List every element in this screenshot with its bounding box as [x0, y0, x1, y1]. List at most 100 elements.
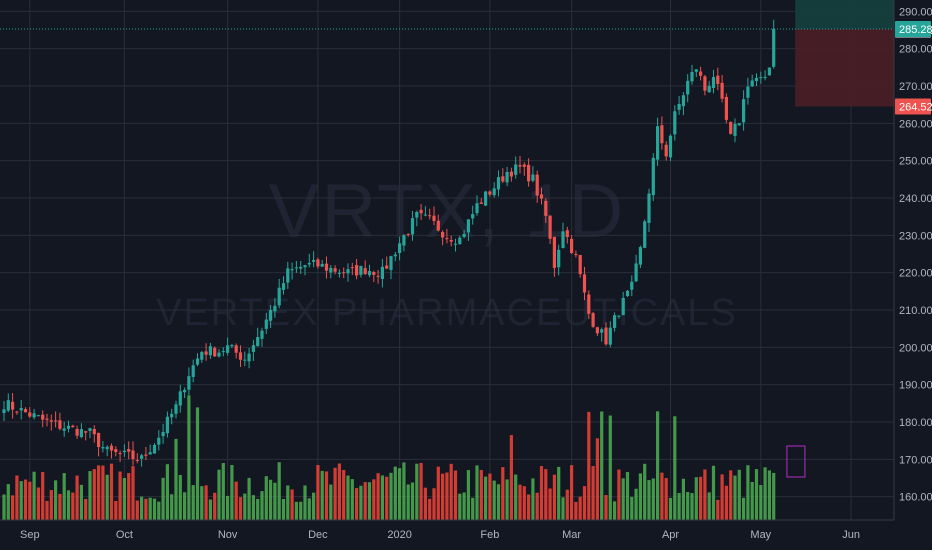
stop-price-badge: 264.52	[895, 98, 932, 115]
x-tick-label: Mar	[562, 529, 581, 541]
x-tick-label: Dec	[308, 529, 328, 541]
svg-text:264.52: 264.52	[899, 101, 932, 113]
volume-bar	[71, 492, 75, 520]
volume-bar	[406, 484, 410, 520]
candle-body	[746, 86, 750, 98]
volume-bar	[591, 466, 595, 520]
candle-body	[565, 230, 569, 238]
volume-bar	[548, 488, 552, 520]
volume-bar	[329, 484, 333, 520]
volume-bar	[140, 496, 144, 520]
candle-body	[501, 176, 505, 182]
volume-bar	[415, 463, 419, 520]
volume-bar	[514, 474, 518, 520]
candle-body	[286, 268, 290, 283]
volume-bar	[501, 467, 505, 520]
volume-bar	[234, 481, 238, 520]
y-tick-label: 260.00	[899, 118, 932, 130]
volume-bar	[144, 498, 148, 520]
x-tick-label: Jun	[842, 529, 860, 541]
candle-body	[320, 263, 324, 267]
candle-body	[161, 431, 165, 437]
candle-body	[281, 283, 286, 290]
candle-body	[178, 391, 182, 406]
candle-body	[277, 287, 281, 306]
volume-bar	[625, 471, 630, 520]
candle-body	[754, 77, 759, 82]
volume-bar	[621, 478, 625, 520]
volume-bar	[703, 469, 707, 520]
candle-body	[595, 327, 599, 334]
candle-body	[445, 238, 449, 240]
volume-bar	[161, 477, 165, 520]
candle-body	[398, 243, 402, 254]
volume-bar	[462, 492, 466, 520]
candle-body	[372, 272, 376, 275]
volume-bar	[398, 468, 402, 520]
y-tick-label: 200.00	[899, 342, 932, 354]
volume-bar	[595, 438, 599, 520]
candle-body	[419, 209, 423, 214]
candle-body	[484, 191, 488, 206]
volume-bar	[97, 465, 101, 520]
volume-bar	[724, 485, 728, 520]
volume-bar	[711, 465, 716, 520]
volume-bar	[109, 463, 114, 520]
target-zone[interactable]	[795, 0, 894, 29]
candle-body	[668, 135, 673, 158]
candle-body	[329, 267, 333, 273]
time-axis[interactable]	[0, 520, 894, 550]
volume-bar	[638, 473, 642, 520]
volume-bar	[385, 476, 389, 520]
candle-body	[264, 319, 268, 329]
volume-bar	[213, 492, 217, 520]
volume-bar	[350, 479, 354, 520]
volume-bar	[260, 491, 264, 520]
volume-bar	[759, 485, 763, 520]
volume-bar	[445, 472, 449, 520]
candle-body	[527, 164, 531, 182]
volume-bar	[471, 497, 475, 520]
volume-bar	[165, 464, 169, 520]
candle-body	[742, 99, 746, 123]
volume-bar	[221, 463, 225, 520]
candle-body	[58, 420, 62, 429]
x-tick-label: 2020	[387, 529, 411, 541]
candle-body	[23, 409, 28, 413]
volume-bar	[217, 469, 221, 520]
candle-body	[333, 268, 337, 272]
candle-body	[729, 121, 733, 134]
stop-zone[interactable]	[795, 28, 894, 107]
candle-body	[604, 327, 608, 345]
volume-bar	[11, 495, 15, 520]
candle-body	[613, 315, 617, 328]
volume-bar	[303, 485, 307, 520]
candle-body	[724, 96, 728, 120]
candle-body	[187, 376, 191, 390]
volume-bar	[187, 395, 191, 520]
price-axis[interactable]	[894, 0, 932, 550]
volume-bar	[402, 462, 406, 520]
volume-bar	[101, 465, 105, 520]
candle-body	[230, 345, 234, 347]
volume-bar	[488, 473, 492, 520]
candle-body	[62, 428, 66, 431]
last-price-badge: 285.28	[895, 20, 932, 37]
candle-body	[122, 450, 126, 453]
candle-body	[458, 237, 462, 245]
candle-body	[208, 346, 212, 356]
volume-bar	[600, 411, 604, 520]
volume-highlight-box[interactable]	[786, 445, 806, 478]
volume-bar	[531, 478, 535, 520]
candle-body	[570, 238, 574, 254]
candle-body	[152, 444, 157, 454]
candle-body	[406, 234, 410, 236]
volume-bar	[608, 415, 612, 520]
y-tick-label: 170.00	[899, 454, 932, 466]
candle-body	[217, 352, 221, 357]
volume-bar	[729, 470, 733, 520]
candle-body	[656, 126, 660, 160]
volume-bar	[75, 475, 79, 520]
